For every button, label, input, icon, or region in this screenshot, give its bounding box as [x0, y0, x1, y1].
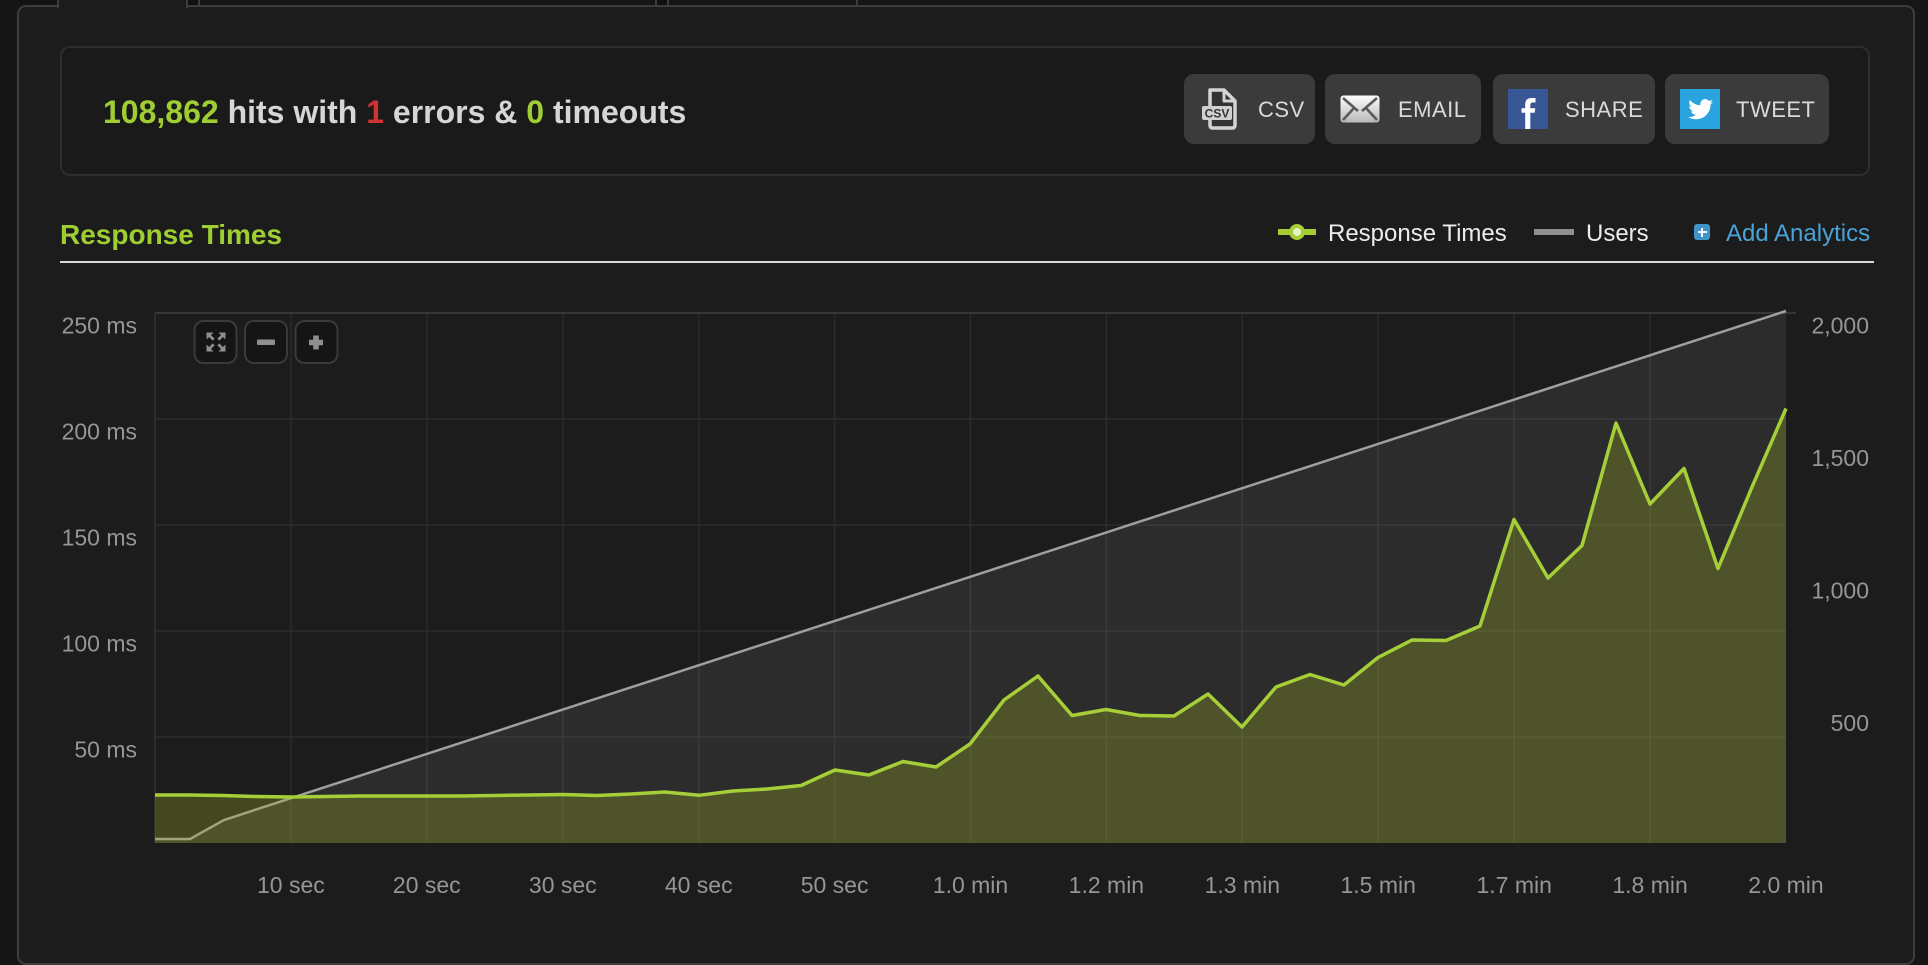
svg-text:250 ms: 250 ms	[62, 313, 137, 339]
svg-text:1,000: 1,000	[1811, 578, 1869, 604]
svg-text:1.3 min: 1.3 min	[1205, 872, 1280, 898]
svg-text:CSV: CSV	[1205, 107, 1230, 121]
svg-text:150 ms: 150 ms	[62, 525, 137, 551]
svg-text:100 ms: 100 ms	[62, 631, 137, 657]
svg-text:1.8 min: 1.8 min	[1612, 872, 1687, 898]
svg-text:50 ms: 50 ms	[74, 737, 137, 763]
svg-text:1,500: 1,500	[1811, 445, 1869, 471]
svg-text:1.5 min: 1.5 min	[1340, 872, 1415, 898]
svg-text:50 sec: 50 sec	[801, 872, 869, 898]
svg-text:1.7 min: 1.7 min	[1476, 872, 1551, 898]
svg-text:20 sec: 20 sec	[393, 872, 461, 898]
svg-text:2,000: 2,000	[1811, 313, 1869, 339]
svg-text:2.0 min: 2.0 min	[1748, 872, 1823, 898]
svg-text:1.2 min: 1.2 min	[1069, 872, 1144, 898]
svg-text:1.0 min: 1.0 min	[933, 872, 1008, 898]
svg-text:200 ms: 200 ms	[62, 419, 137, 445]
svg-text:30 sec: 30 sec	[529, 872, 597, 898]
svg-text:10 sec: 10 sec	[257, 872, 325, 898]
svg-text:500: 500	[1831, 710, 1869, 736]
svg-text:40 sec: 40 sec	[665, 872, 733, 898]
